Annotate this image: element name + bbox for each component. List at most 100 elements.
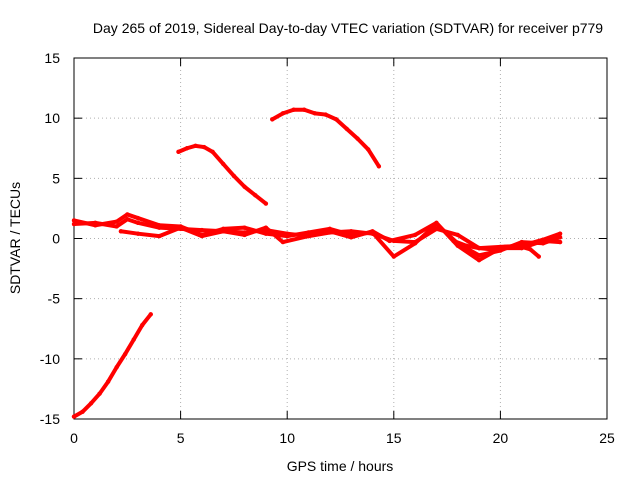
series-point	[221, 161, 226, 167]
series-point	[105, 379, 111, 384]
series-point	[125, 217, 130, 222]
series-point	[366, 147, 371, 152]
series-point	[323, 112, 328, 117]
y-tick-label: -10	[40, 351, 60, 367]
series-point	[302, 107, 307, 112]
series-point	[201, 144, 207, 150]
series-point	[157, 233, 162, 239]
y-tick-label: -5	[48, 291, 61, 307]
series-point	[135, 231, 141, 236]
series-point	[306, 233, 311, 239]
series-point	[184, 146, 190, 151]
series-point	[253, 192, 258, 198]
series-point	[291, 107, 296, 112]
series-point	[280, 111, 286, 116]
series-point	[557, 235, 563, 240]
series-point	[519, 239, 524, 245]
series-point	[557, 231, 563, 236]
series-point	[88, 401, 94, 406]
series-point	[71, 414, 77, 419]
series-point	[348, 229, 354, 234]
series-point	[540, 238, 546, 244]
series-point	[306, 230, 311, 235]
series-point	[489, 247, 495, 252]
series-point	[312, 111, 318, 116]
series-point	[327, 229, 333, 234]
x-tick-label: 20	[493, 430, 509, 446]
series-point	[476, 257, 482, 263]
series-point	[210, 149, 215, 155]
series-point	[557, 239, 563, 245]
x-tick-label: 25	[599, 430, 615, 446]
series-point	[71, 221, 77, 227]
y-tick-label: 5	[52, 170, 60, 186]
series-line	[176, 143, 268, 206]
series-point	[242, 225, 247, 230]
series-point	[476, 245, 482, 251]
series-point	[376, 164, 382, 169]
series-point	[412, 232, 418, 238]
series-point	[176, 149, 181, 155]
series-point	[263, 201, 269, 206]
series-point	[131, 337, 136, 342]
series-point	[412, 241, 418, 246]
series-point	[451, 238, 456, 244]
series-line	[118, 220, 563, 263]
series-point	[536, 254, 541, 259]
series-point	[193, 143, 198, 149]
series-arc-late-segment	[451, 238, 541, 259]
series-point	[515, 243, 520, 248]
series-point	[140, 322, 145, 328]
series-point	[334, 117, 339, 122]
series-point	[122, 351, 128, 357]
series-point	[97, 391, 102, 396]
x-tick-label: 10	[279, 430, 295, 446]
series-point	[355, 136, 360, 141]
series-point	[263, 225, 269, 230]
series-point	[199, 227, 205, 233]
x-tick-label: 5	[177, 430, 185, 446]
series-point	[178, 225, 183, 230]
x-tick-label: 0	[70, 430, 78, 446]
series-point	[285, 233, 290, 239]
series-point	[434, 220, 439, 226]
series-point	[434, 226, 439, 232]
y-tick-label: 15	[44, 50, 60, 66]
series-point	[221, 229, 226, 234]
chart-title: Day 265 of 2019, Sidereal Day-to-day VTE…	[93, 20, 603, 36]
series-point	[135, 215, 141, 221]
series-line	[72, 312, 153, 419]
series-point	[348, 235, 354, 240]
series-arc-near-zero-c	[118, 220, 563, 263]
series-point	[455, 232, 460, 238]
series-point	[148, 312, 153, 317]
series-point	[80, 409, 85, 414]
series-point	[114, 219, 119, 224]
series-arc-low-rise	[71, 312, 153, 419]
x-axis-label: GPS time / hours	[287, 458, 394, 474]
series-point	[118, 229, 124, 234]
series-arc-10tecu	[270, 107, 382, 169]
series-layer	[71, 107, 563, 419]
series-arc-7tecu	[176, 143, 269, 206]
y-axis-label: SDTVAR / TECUs	[7, 182, 23, 294]
series-point	[135, 220, 141, 226]
series-point	[263, 231, 269, 236]
series-point	[242, 232, 247, 238]
series-point	[231, 173, 237, 179]
y-tick-label: -15	[40, 411, 60, 427]
series-point	[280, 239, 286, 245]
series-point	[391, 254, 396, 259]
series-point	[502, 244, 507, 250]
series-point	[199, 233, 205, 239]
series-point	[476, 253, 482, 258]
x-tick-label: 15	[386, 430, 402, 446]
series-point	[93, 223, 98, 228]
series-point	[370, 229, 375, 234]
tick-layer: 0 5 10 15 20 25 -15 -10 -5 0 5 10 15	[40, 50, 615, 446]
y-tick-label: 10	[44, 110, 60, 126]
series-point	[387, 238, 392, 244]
series-point	[71, 218, 77, 223]
